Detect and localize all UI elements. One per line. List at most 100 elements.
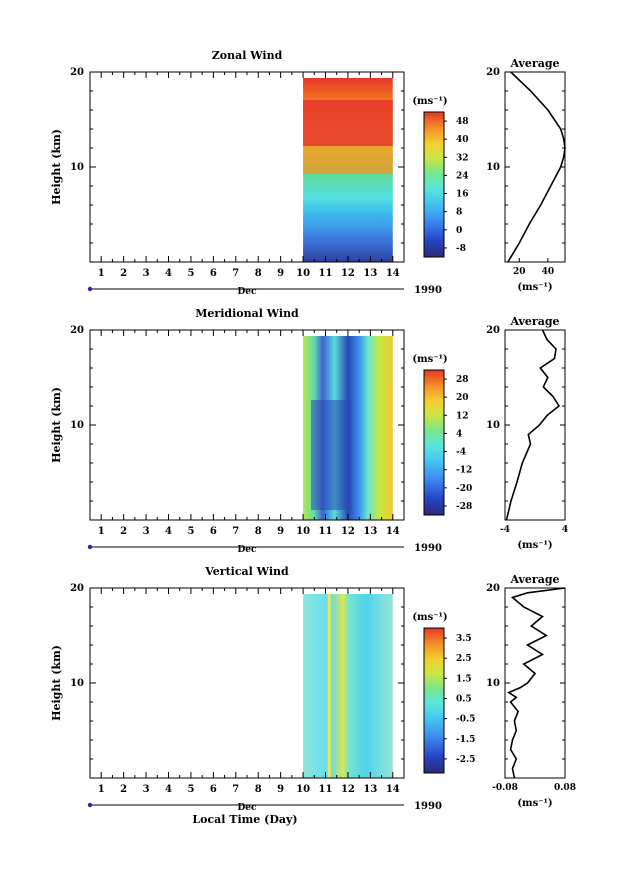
x-tick-label: 11 — [319, 784, 333, 795]
x-tick-label: 5 — [187, 268, 194, 279]
colorbar-tick-label: 0.5 — [456, 694, 472, 704]
average-frame — [504, 587, 566, 779]
month-label: Dec — [237, 803, 257, 813]
panel-title: Meridional Wind — [195, 307, 299, 320]
colorbar-tick-label: 2.5 — [456, 654, 472, 664]
y-tick-label: 10 — [70, 162, 84, 173]
colorbar-tick-label: -1.5 — [456, 735, 475, 745]
x-tick-label: 4 — [165, 784, 172, 795]
month-label: Dec — [237, 545, 257, 555]
average-y-tick-label: 20 — [486, 67, 500, 78]
heatmap-jet-edge — [303, 146, 393, 174]
colorbar-tick-label: 48 — [456, 117, 469, 127]
x-tick-label: 7 — [232, 784, 239, 795]
x-tick-label: 11 — [319, 526, 333, 537]
colorbar-tick-label: -4 — [456, 448, 466, 458]
average-profile-line — [505, 329, 561, 521]
date-axis-start-marker — [87, 544, 93, 550]
colorbar-tick-label: 32 — [456, 153, 469, 163]
colorbar-tick-label: -28 — [456, 502, 472, 512]
average-x-tick-label: 40 — [542, 267, 555, 277]
x-tick-label: 4 — [165, 268, 172, 279]
average-title: Average — [509, 57, 559, 70]
average-x-label: (ms⁻¹) — [517, 798, 552, 809]
y-tick-label: 20 — [70, 325, 84, 336]
colorbar-tick-label: 0 — [456, 226, 462, 236]
colorbar-label: (ms⁻¹) — [412, 612, 447, 623]
colorbar-tick-label: 40 — [456, 135, 469, 145]
x-tick-label: 10 — [296, 526, 310, 537]
x-tick-label: 9 — [277, 268, 284, 279]
colorbar — [423, 627, 445, 774]
x-tick-label: 8 — [255, 784, 262, 795]
date-axis-start-marker — [87, 802, 93, 808]
colorbar-tick-label: 24 — [456, 171, 469, 181]
colorbar-tick-label: -12 — [456, 466, 472, 476]
colorbar-tick-label: 4 — [456, 429, 462, 439]
average-x-tick-label: -0.08 — [492, 783, 518, 793]
y-tick-label: 20 — [70, 583, 84, 594]
panel-title: Vertical Wind — [204, 565, 289, 578]
heatmap-field — [303, 594, 393, 778]
x-tick-label: 10 — [296, 268, 310, 279]
average-title: Average — [509, 315, 559, 328]
average-y-tick-label: 10 — [486, 162, 500, 173]
x-tick-label: 11 — [319, 268, 333, 279]
x-tick-label: 2 — [120, 268, 127, 279]
x-tick-label: 7 — [232, 268, 239, 279]
average-x-tick-label: 0.08 — [554, 783, 576, 793]
y-tick-label: 20 — [70, 67, 84, 78]
x-tick-label: 9 — [277, 784, 284, 795]
average-x-tick-label: 20 — [513, 267, 526, 277]
colorbar-tick-label: -20 — [456, 484, 472, 494]
heatmap-southward-band — [311, 400, 352, 510]
x-tick-label: 1 — [98, 526, 105, 537]
x-tick-label: 8 — [255, 268, 262, 279]
colorbar-tick-label: -0.5 — [456, 715, 475, 725]
year-label: 1990 — [414, 543, 442, 554]
colorbar — [423, 111, 445, 258]
average-y-tick-label: 20 — [486, 325, 500, 336]
colorbar-tick-label: -2.5 — [456, 755, 475, 765]
x-tick-label: 14 — [386, 784, 400, 795]
colorbar-tick-label: 8 — [456, 208, 462, 218]
average-x-label: (ms⁻¹) — [517, 540, 552, 551]
colorbar-tick-label: 3.5 — [456, 634, 472, 644]
x-tick-label: 3 — [143, 526, 150, 537]
average-profile-line — [507, 587, 566, 779]
average-frame — [504, 71, 566, 263]
x-tick-label: 6 — [210, 784, 217, 795]
heatmap-jet-core — [303, 100, 393, 146]
average-y-tick-label: 10 — [486, 420, 500, 431]
average-y-tick-label: 10 — [486, 678, 500, 689]
year-label: 1990 — [414, 285, 442, 296]
x-tick-label: 5 — [187, 784, 194, 795]
x-tick-label: 3 — [143, 784, 150, 795]
colorbar-tick-label: 1.5 — [456, 674, 472, 684]
x-tick-label: 14 — [386, 268, 400, 279]
average-title: Average — [509, 573, 559, 586]
x-tick-label: 4 — [165, 526, 172, 537]
date-axis-start-marker — [87, 286, 93, 292]
colorbar-tick-label: 20 — [456, 393, 469, 403]
x-tick-label: 13 — [363, 268, 377, 279]
x-tick-label: 1 — [98, 784, 105, 795]
colorbar-tick-label: 28 — [456, 375, 469, 385]
average-x-label: (ms⁻¹) — [517, 282, 552, 293]
average-x-tick-label: -4 — [500, 525, 510, 535]
x-tick-label: 13 — [363, 526, 377, 537]
x-tick-label: 12 — [341, 784, 355, 795]
x-tick-label: 14 — [386, 526, 400, 537]
x-tick-label: 2 — [120, 526, 127, 537]
colorbar-tick-label: 16 — [456, 190, 469, 200]
y-tick-label: 10 — [70, 420, 84, 431]
x-tick-label: 2 — [120, 784, 127, 795]
month-label: Dec — [237, 287, 257, 297]
x-tick-label: 13 — [363, 784, 377, 795]
y-axis-label: Height (km) — [50, 129, 63, 205]
colorbar-tick-label: 12 — [456, 411, 469, 421]
y-tick-label: 10 — [70, 678, 84, 689]
